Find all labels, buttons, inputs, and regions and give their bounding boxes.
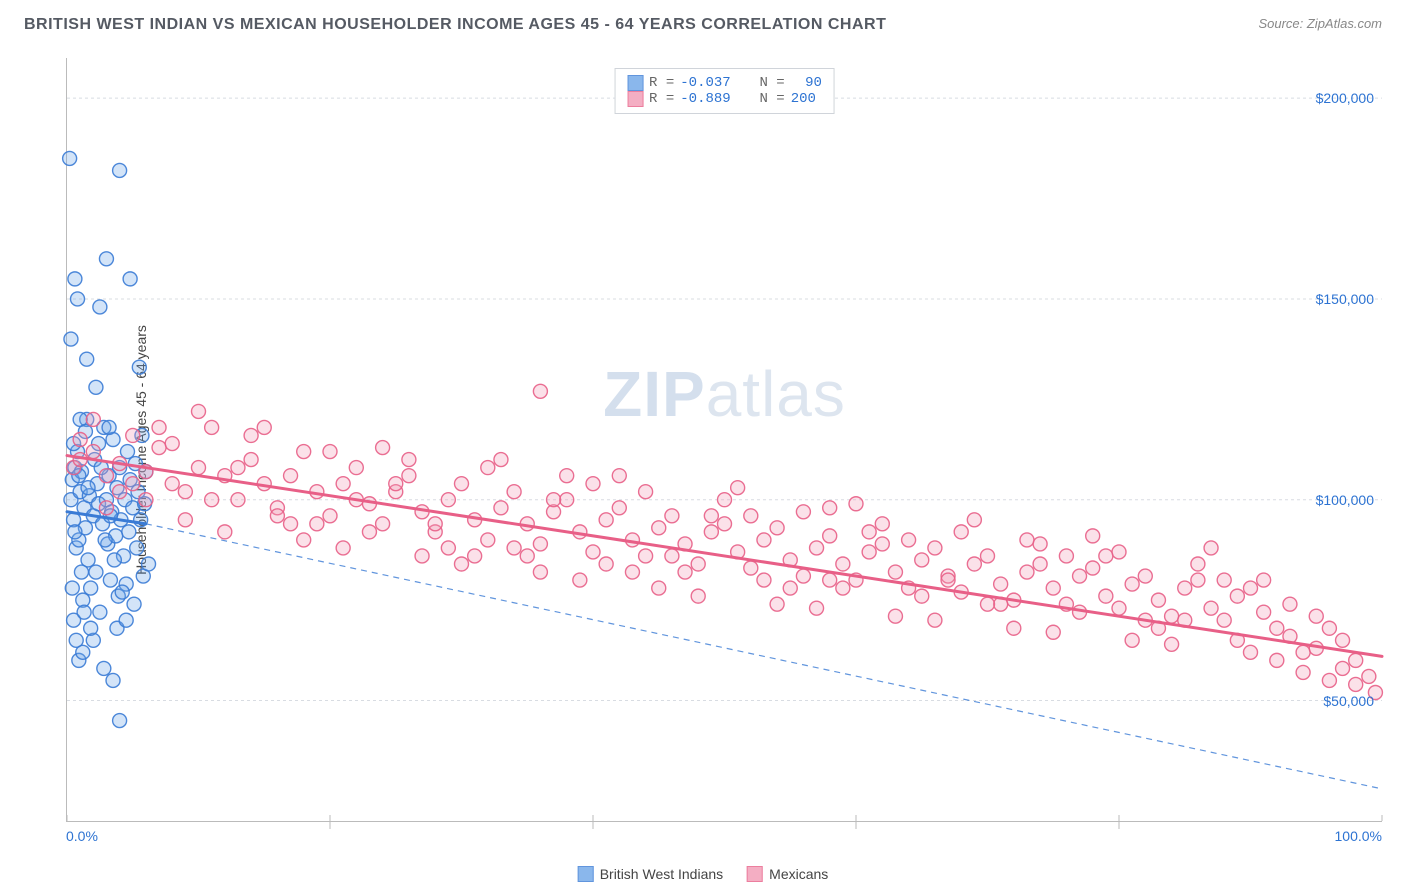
chart-title: BRITISH WEST INDIAN VS MEXICAN HOUSEHOLD… — [24, 16, 886, 34]
swatch-mex — [627, 91, 643, 107]
y-tick-label: $200,000 — [1316, 90, 1374, 106]
chart-container: Householder Income Ages 45 - 64 years ZI… — [24, 50, 1382, 850]
plot-svg — [67, 58, 1382, 821]
source-label: Source: ZipAtlas.com — [1258, 16, 1382, 31]
plot-area: ZIPatlas R = -0.037 N = 90 R = -0.889 N … — [66, 58, 1382, 822]
legend-label-mex: Mexicans — [769, 866, 828, 882]
y-tick-label: $50,000 — [1323, 693, 1374, 709]
legend-item-mex: Mexicans — [747, 866, 828, 882]
stats-row-bwi: R = -0.037 N = 90 — [627, 75, 822, 91]
legend-item-bwi: British West Indians — [578, 866, 723, 882]
legend-swatch-bwi — [578, 866, 594, 882]
x-tick-min: 0.0% — [66, 828, 98, 844]
y-tick-label: $150,000 — [1316, 291, 1374, 307]
y-tick-label: $100,000 — [1316, 492, 1374, 508]
stats-legend-box: R = -0.037 N = 90 R = -0.889 N = 200 — [614, 68, 835, 114]
bottom-legend: British West Indians Mexicans — [578, 866, 829, 882]
x-tick-max: 100.0% — [1335, 828, 1382, 844]
legend-label-bwi: British West Indians — [600, 866, 723, 882]
swatch-bwi — [627, 75, 643, 91]
stats-row-mex: R = -0.889 N = 200 — [627, 91, 822, 107]
legend-swatch-mex — [747, 866, 763, 882]
